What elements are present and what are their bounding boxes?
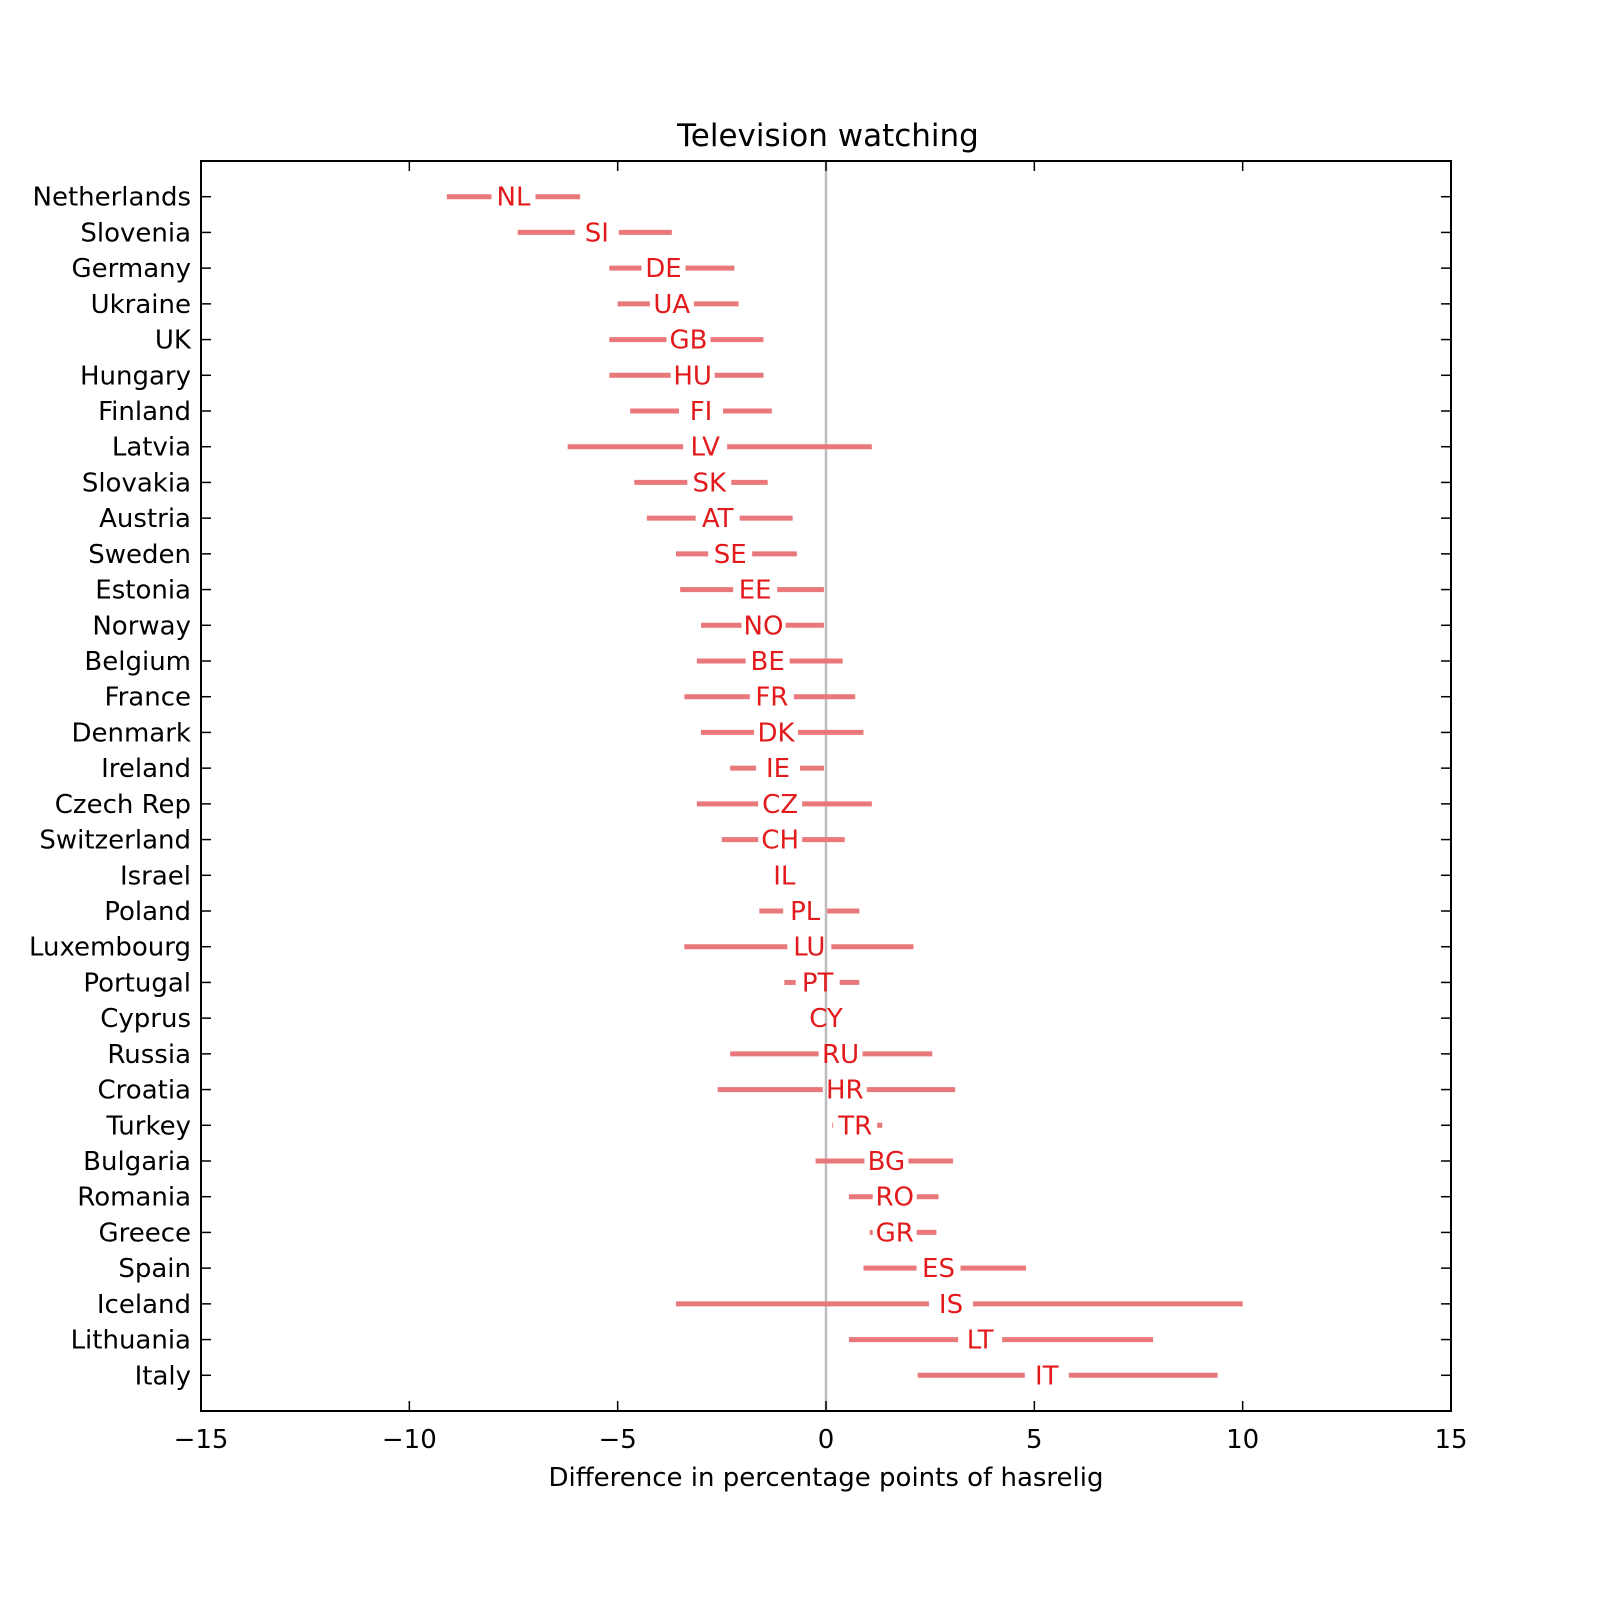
country-code-marker: EE xyxy=(739,576,772,606)
x-tick-label: −10 xyxy=(382,1425,437,1455)
country-code-marker: BG xyxy=(868,1147,906,1177)
country-code-marker: CY xyxy=(809,1004,843,1034)
country-label: Greece xyxy=(98,1218,191,1248)
country-label: Italy xyxy=(135,1361,191,1391)
country-code-marker: RO xyxy=(875,1183,914,1213)
country-label: Croatia xyxy=(98,1076,191,1106)
x-tick-label: −5 xyxy=(599,1425,637,1455)
country-code-marker: BE xyxy=(751,647,785,677)
country-label: Slovakia xyxy=(82,468,191,498)
country-code-marker: SK xyxy=(693,468,728,498)
country-label: Latvia xyxy=(112,433,191,463)
country-code-marker: FR xyxy=(755,683,788,713)
country-label: Russia xyxy=(107,1040,191,1070)
country-label: Hungary xyxy=(80,361,191,391)
country-label: Finland xyxy=(98,397,191,427)
country-label: Luxembourg xyxy=(29,933,191,963)
country-label: Denmark xyxy=(71,718,191,748)
country-code-marker: UA xyxy=(653,290,690,320)
country-label: Germany xyxy=(71,254,191,284)
country-label: Ireland xyxy=(101,754,191,784)
country-code-marker: SE xyxy=(714,540,747,570)
country-label: France xyxy=(105,683,191,713)
country-code-marker: LT xyxy=(967,1326,994,1356)
country-code-marker: IE xyxy=(766,754,790,784)
axis-ticks: −15 −10 −5 0 5 10 15 Netherlands Slovenia Germany… xyxy=(29,161,1468,1455)
x-tick-label: 0 xyxy=(818,1425,835,1455)
country-label: Austria xyxy=(99,504,191,534)
country-code-marker: ES xyxy=(922,1254,955,1284)
country-code-marker: DK xyxy=(757,718,795,748)
x-tick-label: 5 xyxy=(1026,1425,1043,1455)
country-label: Israel xyxy=(120,861,191,891)
country-code-marker: HR xyxy=(826,1076,864,1106)
country-label: Poland xyxy=(104,897,191,927)
country-code-marker: IS xyxy=(939,1290,963,1320)
country-label: Switzerland xyxy=(39,826,191,856)
country-code-marker: NL xyxy=(497,183,531,213)
country-code-marker: IL xyxy=(773,861,796,891)
country-label: Iceland xyxy=(97,1290,191,1320)
country-code-marker: HU xyxy=(673,361,712,391)
country-label: Netherlands xyxy=(33,183,192,213)
country-label: Lithuania xyxy=(71,1326,191,1356)
country-label: Belgium xyxy=(84,647,191,677)
country-label: Slovenia xyxy=(80,218,191,248)
plot-area: NL SI DE UA GB HU FI LV SK AT SE EE NO BE FR DK IE CZ CH IL… xyxy=(446,161,1243,1411)
country-label: Czech Rep xyxy=(55,790,191,820)
country-label: Cyprus xyxy=(100,1004,191,1034)
country-label: Estonia xyxy=(95,576,191,606)
country-code-marker: AT xyxy=(702,504,734,534)
country-label: Spain xyxy=(118,1254,191,1284)
country-label: Turkey xyxy=(105,1111,191,1141)
x-tick-label: 10 xyxy=(1226,1425,1259,1455)
country-code-marker: FI xyxy=(690,397,713,427)
country-code-marker: LU xyxy=(793,933,825,963)
country-label: Sweden xyxy=(88,540,191,570)
country-label: Norway xyxy=(92,611,191,641)
x-tick-label: −15 xyxy=(174,1425,229,1455)
country-code-marker: NO xyxy=(744,611,784,641)
country-code-marker: DE xyxy=(645,254,681,284)
country-code-marker: PT xyxy=(802,968,834,998)
country-code-marker: SI xyxy=(585,218,609,248)
country-code-marker: IT xyxy=(1035,1361,1059,1391)
country-label: Ukraine xyxy=(91,290,191,320)
country-code-marker: TR xyxy=(837,1111,872,1141)
country-label: Romania xyxy=(77,1183,191,1213)
country-label: UK xyxy=(155,326,192,356)
x-tick-label: 15 xyxy=(1434,1425,1467,1455)
country-code-marker: CH xyxy=(761,826,799,856)
country-code-marker: RU xyxy=(822,1040,859,1070)
country-code-marker: CZ xyxy=(762,790,798,820)
chart-title: Television watching xyxy=(676,118,979,154)
country-code-marker: LV xyxy=(690,433,720,463)
country-code-marker: GR xyxy=(876,1218,914,1248)
country-label: Portugal xyxy=(83,968,191,998)
x-axis-label: Difference in percentage points of hasre… xyxy=(548,1463,1103,1493)
country-label: Bulgaria xyxy=(83,1147,191,1177)
country-code-marker: GB xyxy=(670,326,708,356)
country-code-marker: PL xyxy=(790,897,821,927)
